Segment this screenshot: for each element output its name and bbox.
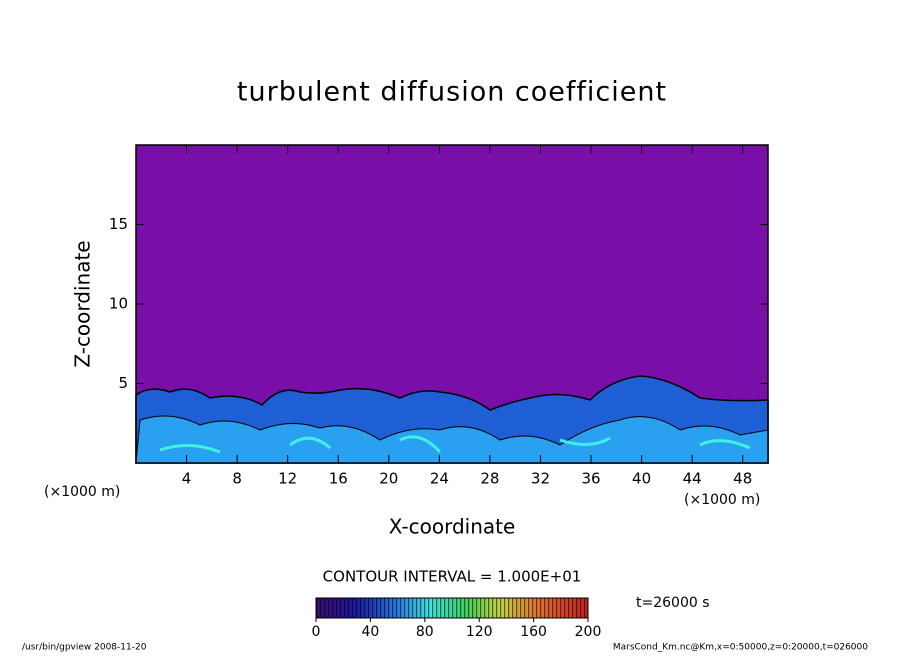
colorbar-tick-label: 80 bbox=[416, 624, 434, 640]
y-tick-label: 10 bbox=[109, 295, 128, 313]
colorbar-tick-label: 200 bbox=[575, 624, 602, 640]
x-tick-label: 4 bbox=[182, 470, 192, 488]
contour-interval: CONTOUR INTERVAL = 1.000E+01 bbox=[323, 568, 582, 586]
y-tick-label: 5 bbox=[118, 374, 128, 392]
x-axis-title: X-coordinate bbox=[389, 515, 516, 539]
x-tick-label: 28 bbox=[480, 470, 499, 488]
y-unit-label: (×1000 m) bbox=[684, 492, 760, 508]
y-axis-title: Z-coordinate bbox=[71, 240, 95, 367]
y-tick-label: 15 bbox=[109, 215, 128, 233]
x-tick-label: 32 bbox=[531, 470, 550, 488]
chart-title: turbulent diffusion coefficient bbox=[237, 77, 667, 108]
footer-right: MarsCond_Km.nc@Km,x=0:50000,z=0:20000,t=… bbox=[613, 643, 868, 653]
colorbar-tick-label: 0 bbox=[312, 624, 321, 640]
turbulent-core bbox=[159, 435, 751, 454]
x-tick-label: 40 bbox=[632, 470, 651, 488]
x-tick-label: 44 bbox=[683, 470, 702, 488]
footer-left: /usr/bin/gpview 2008-11-20 bbox=[22, 643, 147, 653]
x-unit-label: (×1000 m) bbox=[44, 484, 120, 500]
x-tick-label: 24 bbox=[430, 470, 449, 488]
turbulent-layer-inner bbox=[135, 415, 769, 464]
colorbar-tick-label: 120 bbox=[466, 624, 493, 640]
x-tick-label: 16 bbox=[329, 470, 348, 488]
colorbar-levels bbox=[316, 598, 588, 618]
x-tick-label: 8 bbox=[232, 470, 242, 488]
x-tick-label: 36 bbox=[581, 470, 600, 488]
x-tick-label: 48 bbox=[733, 470, 752, 488]
x-tick-label: 12 bbox=[278, 470, 297, 488]
colorbar-tick-label: 40 bbox=[361, 624, 379, 640]
colorbar-frame bbox=[315, 597, 589, 619]
x-tick-label: 20 bbox=[379, 470, 398, 488]
colorbar-tick-label: 160 bbox=[520, 624, 547, 640]
time-label: t=26000 s bbox=[636, 595, 710, 611]
